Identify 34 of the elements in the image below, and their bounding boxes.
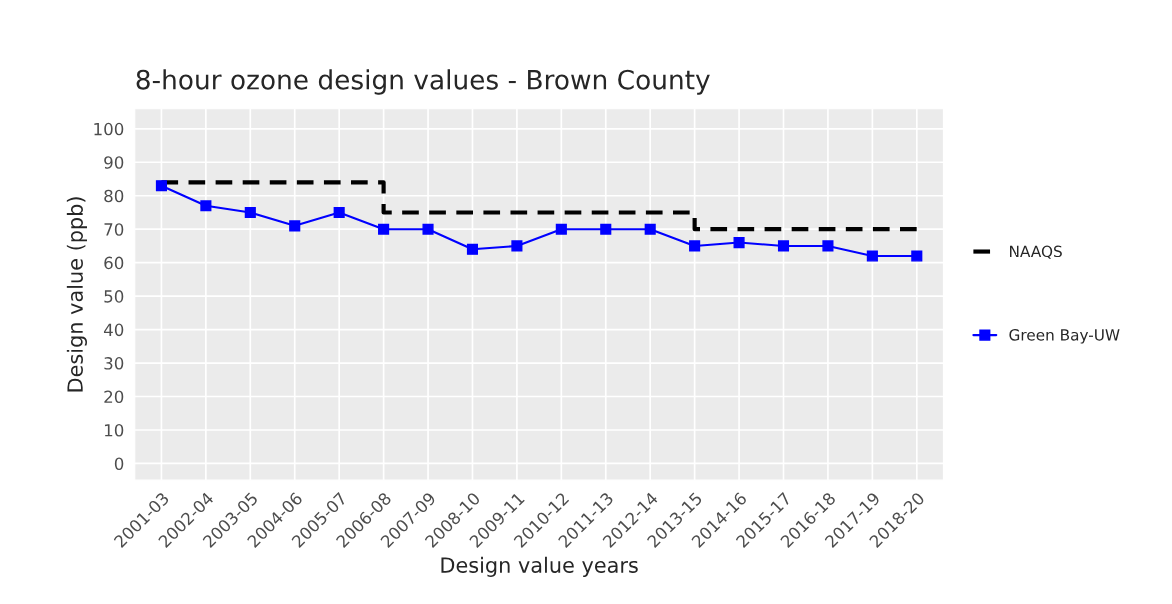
y-tick-label: 50 [104,290,124,303]
legend-label: Green Bay-UW [1009,329,1120,344]
point [733,237,745,249]
y-tick-label: 80 [104,189,124,203]
y-tick-label: 90 [104,156,124,169]
y-tick-label: 0 [114,457,124,471]
y-tick-label: 70 [104,223,124,236]
point [378,223,390,235]
point [689,240,701,252]
point [289,220,301,232]
legend-label: NAAQS [1010,245,1062,259]
point [866,250,878,262]
y-axis-title: Design value (ppb) [66,197,87,392]
point [422,223,434,235]
point [244,206,256,219]
point [644,223,656,235]
point [333,206,345,219]
point [777,240,790,252]
point [600,223,612,235]
y-tick-label: 40 [103,323,124,337]
point [200,200,212,212]
point [822,240,834,252]
point [466,243,479,255]
y-tick-label: 10 [104,423,124,437]
chart-title: 8-hour ozone design values - Brown County [136,69,710,95]
point [555,223,567,235]
y-tick-label: 30 [104,357,124,370]
y-tick-label: 60 [104,256,124,270]
y-tick-label: 20 [104,390,124,404]
point [155,180,167,192]
point [911,250,923,262]
point [511,240,523,252]
x-axis-title: Design value years [441,556,638,577]
y-tick-label: 100 [94,122,124,136]
